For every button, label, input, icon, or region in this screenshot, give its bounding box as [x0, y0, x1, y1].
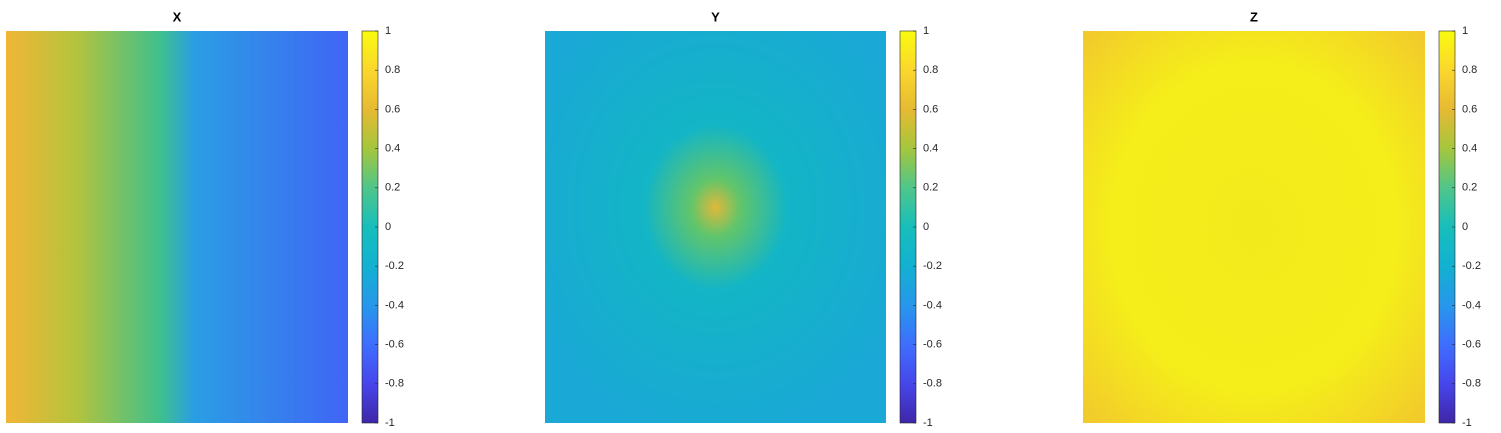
colorbar-tick-label: 1: [1462, 25, 1468, 37]
colorbar-tick-label: -0.8: [385, 378, 404, 390]
colorbar-tick-label: -0.4: [385, 299, 404, 311]
colorbar-tick-label: 0.4: [385, 143, 400, 155]
colorbar-tick-label: -0.8: [923, 378, 942, 390]
colorbar-tick-label: 0.2: [385, 182, 400, 194]
colorbar-tick-label: -0.6: [1462, 339, 1481, 351]
image-x: [6, 31, 348, 423]
colorbar-tick-label: 0.2: [923, 182, 938, 194]
colorbar-tick-label: -0.2: [385, 260, 404, 272]
colorbar-tick-label: 0.6: [385, 103, 400, 115]
colorbar-tick-label: -0.8: [1462, 378, 1481, 390]
colorbar-tick-label: 0.8: [1462, 64, 1477, 76]
colorbar-tick-label: -1: [923, 417, 933, 429]
colorbar-tick-label: -1: [385, 417, 395, 429]
colorbar-tick-label: 0: [1462, 221, 1468, 233]
colorbar-tick-label: 0.2: [1462, 182, 1477, 194]
image-y: [545, 31, 886, 423]
colorbar-tick-label: -0.6: [385, 339, 404, 351]
colorbar-tick-label: 0: [385, 221, 391, 233]
colorbar-tick-label: -0.2: [923, 260, 942, 272]
colorbar-tick-label: 0: [923, 221, 929, 233]
colorbar-tick-label: 0.6: [923, 103, 938, 115]
colorbar-tick-label: 0.4: [923, 143, 938, 155]
panel-title: Z: [1250, 9, 1258, 24]
colorbar-tick-label: 0.4: [1462, 143, 1477, 155]
colorbar-tick-label: 0.6: [1462, 103, 1477, 115]
colorbar-tick-label: -0.4: [923, 299, 942, 311]
panel-title: Y: [711, 9, 720, 24]
image-z: [1083, 31, 1425, 423]
colorbar-tick-label: 1: [385, 25, 391, 37]
panel-title: X: [173, 9, 182, 24]
colorbar-tick-label: 0.8: [385, 64, 400, 76]
colorbar-tick-label: -1: [1462, 417, 1472, 429]
colorbar-tick-label: 0.8: [923, 64, 938, 76]
colorbar-tick-label: 1: [923, 25, 929, 37]
colorbar-tick-label: -0.6: [923, 339, 942, 351]
colorbar-tick-label: -0.4: [1462, 299, 1481, 311]
colorbar-tick-label: -0.2: [1462, 260, 1481, 272]
